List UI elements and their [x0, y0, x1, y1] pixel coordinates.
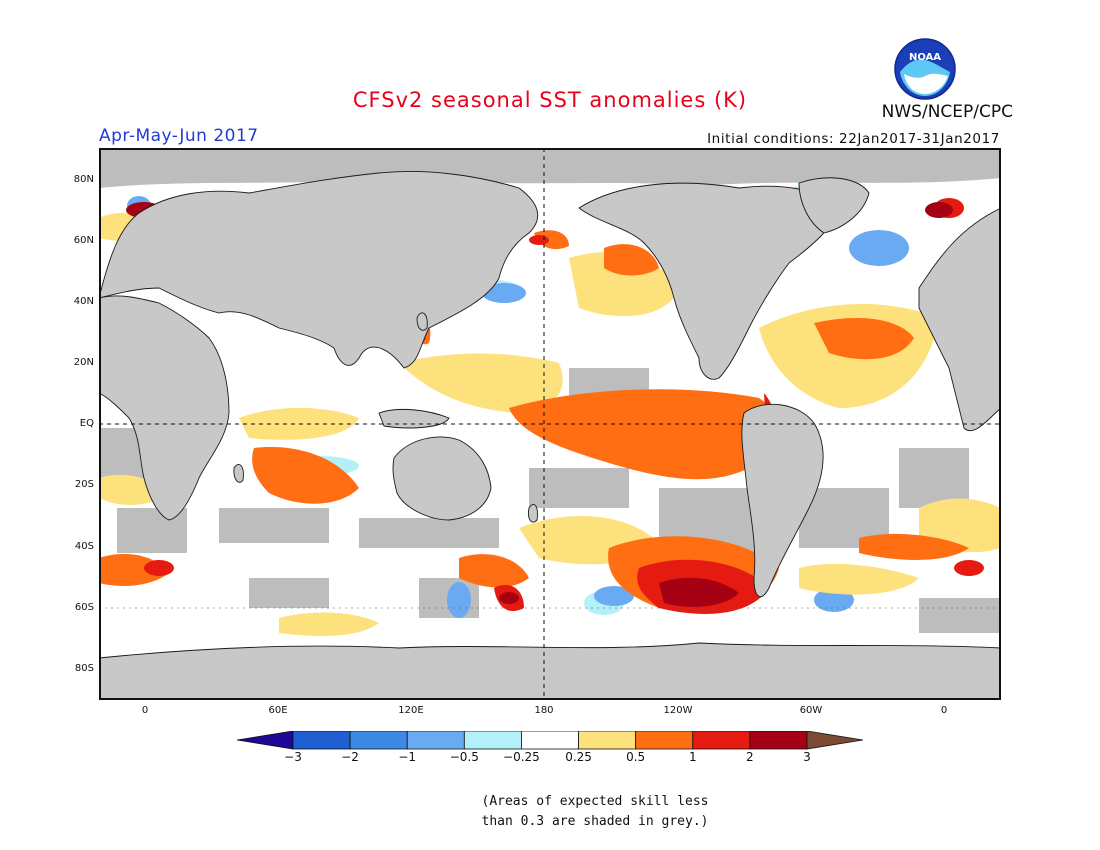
colorbar-segment	[521, 731, 579, 750]
lat-tick-eq: EQ	[79, 418, 94, 429]
land-masses	[99, 171, 1001, 700]
colorbar-tick-label: −0.25	[503, 750, 540, 764]
colorbar-segment	[635, 731, 694, 750]
lon-tick-0-left: 0	[141, 705, 149, 716]
footnote-line-2: than 0.3 are shaded in grey.)	[481, 814, 709, 829]
lon-tick-120e: 120E	[398, 705, 424, 716]
lat-tick-40s: 40S	[74, 541, 94, 552]
colorbar-tick-label: 2	[746, 750, 754, 764]
colorbar-segment	[406, 731, 465, 750]
footnote-line-1: (Areas of expected skill less	[481, 794, 709, 809]
skill-footnote: (Areas of expected skill less than 0.3 a…	[430, 792, 760, 832]
lon-tick-60e: 60E	[268, 705, 288, 716]
colorbar-tick-label: 1	[688, 750, 697, 764]
colorbar-segments	[237, 731, 863, 750]
colorbar-tick-label: −0.5	[449, 750, 479, 764]
colorbar-tick-label: 0.25	[565, 750, 592, 764]
colorbar-segment-max	[806, 731, 863, 750]
lat-tick-40n: 40N	[73, 296, 94, 307]
logo-text: NOAA	[909, 52, 941, 63]
colorbar-segment	[463, 731, 522, 750]
colorbar-tick-label: 0.5	[626, 750, 646, 764]
colorbar-segment-min	[237, 731, 294, 750]
lat-tick-60n: 60N	[73, 235, 94, 246]
colorbar-segment	[749, 731, 808, 750]
sst-anomaly-map	[99, 148, 1001, 700]
lat-tick-20n: 20N	[73, 357, 94, 368]
colorbar-tick-label: −1	[398, 750, 417, 764]
lon-tick-0-right: 0	[940, 705, 948, 716]
lat-tick-80n: 80N	[73, 174, 94, 185]
lon-tick-120w: 120W	[663, 705, 693, 716]
initial-conditions-label: Initial conditions: 22Jan2017-31Jan2017	[707, 131, 1000, 147]
lat-tick-80s: 80S	[74, 663, 94, 674]
colorbar-segment	[578, 731, 637, 750]
noaa-logo-icon: NOAA	[894, 38, 956, 100]
lat-tick-60s: 60S	[74, 602, 94, 613]
lat-tick-20s: 20S	[74, 479, 94, 490]
forecast-period-label: Apr-May-Jun 2017	[99, 126, 259, 146]
lon-tick-60w: 60W	[799, 705, 823, 716]
colorbar-segment	[692, 731, 751, 750]
colorbar-segment	[349, 731, 408, 750]
colorbar-legend	[237, 731, 863, 750]
lon-tick-180: 180	[534, 705, 554, 716]
agency-label: NWS/NCEP/CPC	[881, 102, 1013, 122]
colorbar-tick-label: 3	[803, 750, 811, 764]
map-border	[99, 148, 1001, 700]
colorbar-segment	[292, 731, 351, 750]
map-title: CFSv2 seasonal SST anomalies (K)	[352, 88, 748, 112]
colorbar-tick-label: −2	[341, 750, 359, 764]
colorbar-tick-label: −3	[284, 750, 302, 764]
